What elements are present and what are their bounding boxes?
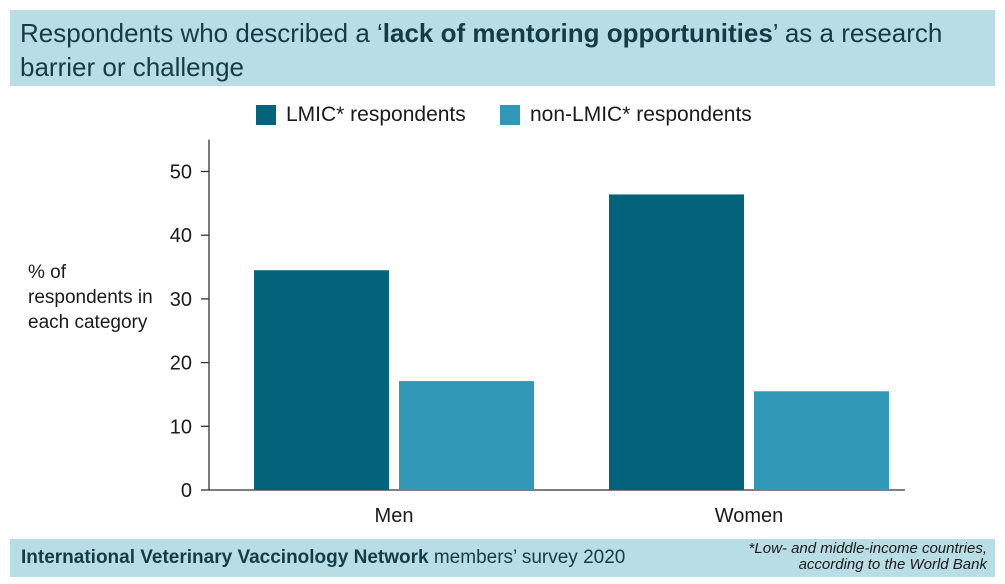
y-tick-label-20: 20 [170, 353, 192, 375]
legend-swatch-non-lmic [500, 105, 520, 125]
chart-title: Respondents who described a ‘lack of men… [20, 16, 980, 84]
legend-item-non-lmic: non-LMIC* respondents [500, 100, 752, 130]
footnote-line-2: according to the World Bank [798, 556, 987, 573]
footnote: *Low- and middle-income countries, accor… [749, 541, 987, 573]
y-tick-label-0: 0 [181, 480, 192, 502]
x-tick-label-men: Men [375, 505, 414, 527]
x-tick-label-women: Women [715, 505, 784, 527]
title-banner: Respondents who described a ‘lack of men… [10, 10, 995, 86]
y-tick-label-10: 10 [170, 416, 192, 438]
footer-banner: International Veterinary Vaccinology Net… [10, 539, 995, 577]
legend-label-non-lmic: non-LMIC* respondents [530, 103, 752, 126]
source-credit: International Veterinary Vaccinology Net… [21, 546, 625, 570]
legend-label-lmic: LMIC* respondents [286, 103, 466, 126]
bar-men-series-0 [254, 270, 389, 490]
y-tick-label-40: 40 [170, 225, 192, 247]
legend-swatch-lmic [256, 105, 276, 125]
source-rest: members’ survey 2020 [428, 547, 626, 568]
title-prefix: Respondents who described a ‘ [20, 18, 383, 48]
legend-item-lmic: LMIC* respondents [256, 100, 466, 130]
bar-women-series-1 [754, 391, 889, 490]
legend: LMIC* respondents non-LMIC* respondents [0, 100, 1005, 130]
footnote-line-1: *Low- and middle-income countries, [748, 540, 987, 557]
title-bold: lack of mentoring opportunities [382, 18, 773, 48]
y-tick-label-30: 30 [170, 289, 192, 311]
title-suffix: ’ as a research barrier or challenge [20, 18, 943, 82]
y-axis-label: % of respondents in each category [28, 262, 153, 333]
bar-women-series-0 [609, 194, 744, 490]
source-org: International Veterinary Vaccinology Net… [21, 547, 429, 568]
bar-men-series-1 [399, 381, 534, 490]
y-tick-label-50: 50 [170, 162, 192, 184]
